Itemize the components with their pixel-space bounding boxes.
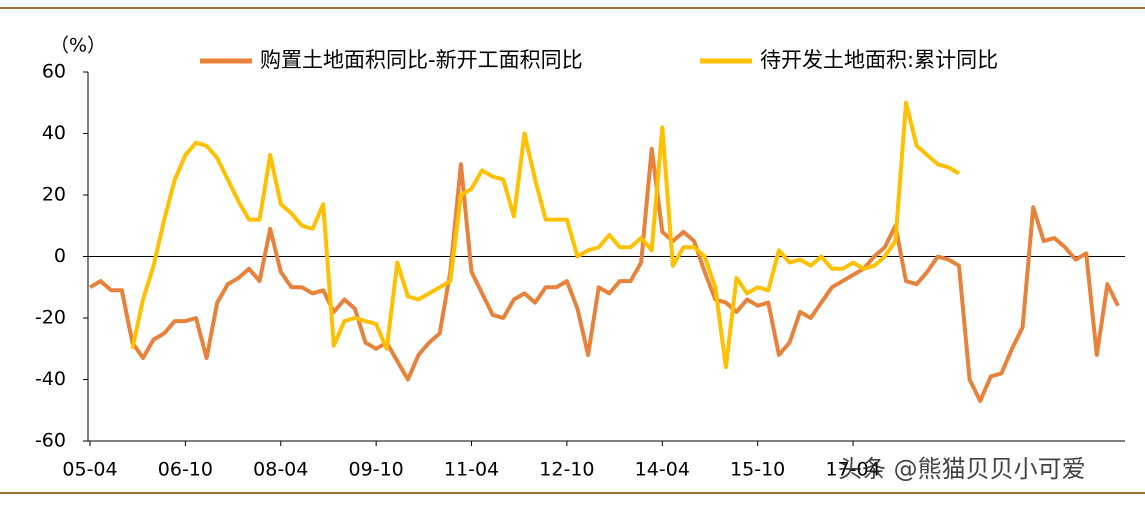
y-tick-label: -20 [35,307,66,329]
watermark: 头条 @熊猫贝贝小可爱 [838,455,1086,483]
x-tick-label: 09-10 [349,459,404,481]
y-tick-label: 40 [42,122,66,144]
y-tick-label: 20 [42,184,66,206]
x-tick-label: 05-04 [62,459,117,481]
series-line [130,100,961,370]
series-line [88,146,1120,403]
y-tick-label: -60 [35,430,66,452]
legend-label: 待开发土地面积:累计同比 [760,48,998,72]
x-tick-label: 15-10 [730,459,785,481]
x-tick-label: 17-04 [825,459,880,481]
x-tick-label: 11-04 [444,459,499,481]
x-tick-label: 08-04 [253,459,308,481]
x-tick-label: 12-10 [539,459,594,481]
y-tick-label: -40 [35,368,66,390]
y-unit-label: （%） [50,35,106,57]
x-tick-label: 14-04 [635,459,690,481]
x-tick-label: 06-10 [158,459,213,481]
y-tick-label: 0 [54,245,66,267]
legend-label: 购置土地面积同比-新开工面积同比 [260,48,583,72]
y-tick-label: 60 [42,61,66,83]
